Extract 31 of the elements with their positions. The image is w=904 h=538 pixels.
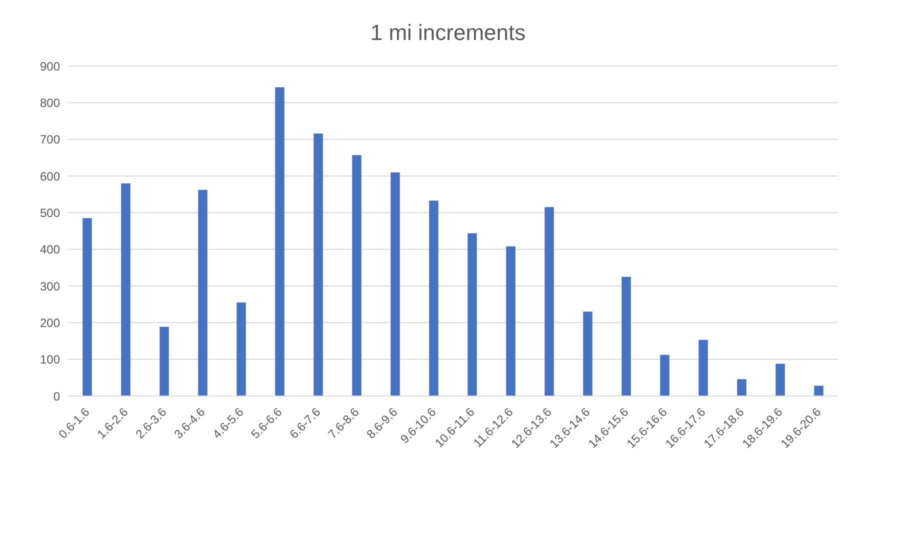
bar bbox=[468, 233, 477, 396]
y-tick-label: 0 bbox=[53, 389, 60, 404]
bar bbox=[82, 218, 92, 396]
y-tick-label: 900 bbox=[40, 59, 60, 74]
bar bbox=[814, 386, 824, 396]
bar bbox=[390, 172, 400, 396]
y-tick-label: 400 bbox=[40, 242, 60, 257]
bar bbox=[236, 302, 246, 396]
bar bbox=[583, 312, 592, 396]
chart-title: 1 mi increments bbox=[369, 20, 527, 46]
y-tick-label: 600 bbox=[40, 169, 60, 184]
bar bbox=[198, 190, 208, 396]
bar bbox=[737, 379, 746, 396]
bar bbox=[314, 133, 323, 396]
y-tick-label: 500 bbox=[40, 206, 60, 220]
bar bbox=[698, 340, 708, 396]
bar bbox=[429, 200, 438, 396]
bar bbox=[160, 326, 169, 396]
bar bbox=[506, 246, 516, 396]
y-tick-label: 800 bbox=[40, 96, 60, 110]
y-tick-label: 200 bbox=[40, 316, 60, 330]
bar bbox=[352, 155, 362, 396]
bar bbox=[776, 364, 785, 396]
y-tick-label: 700 bbox=[40, 132, 60, 147]
bar bbox=[660, 354, 670, 396]
bar bbox=[275, 87, 284, 396]
bar bbox=[544, 207, 554, 396]
bar bbox=[121, 183, 130, 396]
y-tick-label: 100 bbox=[40, 352, 60, 367]
bar bbox=[622, 276, 631, 396]
y-tick-label: 300 bbox=[40, 279, 60, 294]
